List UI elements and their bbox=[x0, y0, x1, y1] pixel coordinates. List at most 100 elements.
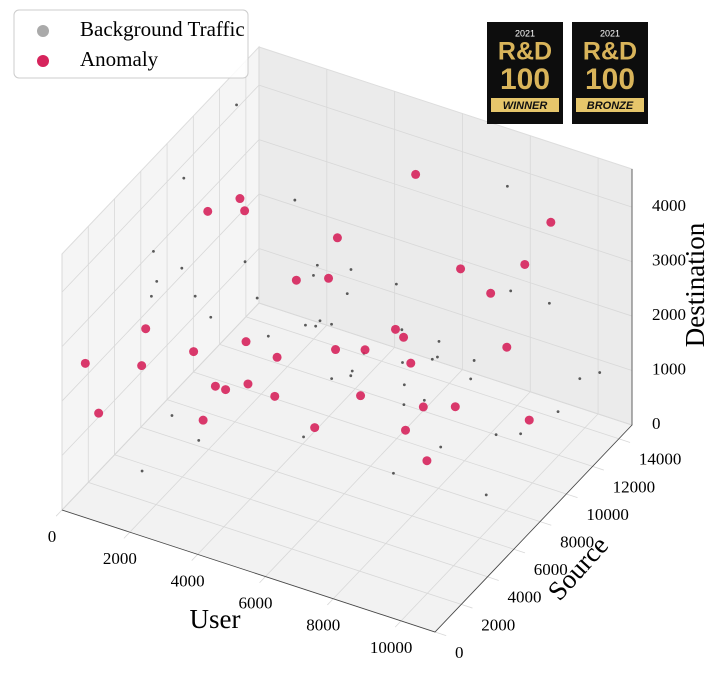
background-point bbox=[547, 301, 551, 305]
anomaly-point bbox=[399, 332, 409, 342]
anomaly-point bbox=[243, 379, 253, 389]
anomaly-point bbox=[486, 288, 496, 298]
grid-line bbox=[88, 482, 462, 605]
background-point bbox=[349, 374, 353, 378]
x-tick-label: 2000 bbox=[103, 549, 137, 568]
background-point bbox=[155, 279, 159, 283]
anomaly-point bbox=[241, 337, 251, 347]
y-tick-label: 12000 bbox=[613, 477, 656, 496]
badge-band bbox=[491, 98, 559, 112]
y-tick-label: 6000 bbox=[534, 560, 568, 579]
background-point bbox=[235, 103, 238, 107]
x-tick-label: 8000 bbox=[306, 616, 340, 635]
background-point bbox=[266, 334, 270, 338]
anomaly-point bbox=[203, 206, 213, 216]
anomaly-point bbox=[524, 415, 534, 425]
background-point bbox=[437, 339, 441, 343]
anomaly-point bbox=[270, 391, 280, 401]
legend-marker bbox=[37, 25, 49, 37]
background-point bbox=[519, 432, 523, 436]
background-point bbox=[180, 266, 184, 270]
anomaly-point bbox=[546, 217, 556, 227]
background-point bbox=[505, 184, 509, 188]
anomaly-point bbox=[210, 381, 220, 391]
anomaly-point bbox=[94, 408, 104, 418]
anomaly-point bbox=[418, 402, 428, 412]
background-point bbox=[509, 289, 513, 293]
grid-line bbox=[61, 302, 260, 511]
anomaly-point bbox=[324, 273, 334, 283]
grid-line bbox=[258, 84, 633, 208]
background-point bbox=[209, 315, 213, 319]
y-tick-label: 14000 bbox=[639, 450, 682, 469]
anomaly-point bbox=[356, 391, 366, 401]
tick-mark bbox=[513, 548, 526, 554]
tick-mark bbox=[327, 598, 334, 606]
anomaly-point bbox=[520, 259, 530, 269]
background-point bbox=[314, 324, 318, 328]
x-axis-title: User bbox=[190, 604, 241, 634]
grid-line bbox=[193, 371, 567, 495]
background-point bbox=[152, 249, 155, 253]
badge-year: 2021 bbox=[515, 28, 535, 38]
tick-mark bbox=[55, 509, 63, 517]
anomaly-point bbox=[422, 456, 432, 466]
background-point bbox=[556, 410, 560, 414]
anomaly-point bbox=[450, 402, 460, 412]
badge-title: R&D bbox=[498, 38, 552, 66]
anomaly-point bbox=[360, 345, 370, 355]
badge-number: 100 bbox=[585, 63, 635, 96]
tick-mark bbox=[487, 576, 499, 581]
background-point bbox=[170, 414, 174, 417]
tick-mark bbox=[618, 438, 631, 443]
anomaly-point bbox=[141, 324, 151, 334]
y-tick-label: 0 bbox=[455, 643, 464, 662]
tick-mark bbox=[434, 631, 447, 637]
background-point bbox=[140, 469, 144, 473]
x-tick-label: 10000 bbox=[370, 638, 413, 657]
badge-label: BRONZE bbox=[587, 100, 634, 112]
axis-line bbox=[61, 169, 633, 633]
grid-line bbox=[245, 316, 619, 440]
background-point bbox=[304, 323, 307, 327]
z-tick-label: 2000 bbox=[652, 305, 686, 324]
anomaly-point bbox=[406, 358, 416, 368]
background-point bbox=[193, 294, 197, 298]
badge-year: 2021 bbox=[600, 28, 620, 38]
grid-line bbox=[129, 324, 328, 533]
grid-line bbox=[61, 248, 260, 456]
badge-band bbox=[576, 98, 644, 112]
anomaly-point bbox=[310, 423, 320, 433]
grid-line bbox=[258, 139, 633, 262]
background-point bbox=[578, 377, 582, 381]
anomaly-point bbox=[80, 358, 90, 368]
anomaly-point bbox=[221, 385, 231, 395]
background-point bbox=[293, 198, 297, 202]
background-point bbox=[394, 282, 398, 286]
anomaly-point bbox=[390, 324, 400, 334]
background-point bbox=[598, 371, 602, 374]
grid-line bbox=[61, 139, 260, 347]
background-point bbox=[472, 359, 476, 362]
y-tick-label: 10000 bbox=[586, 505, 629, 524]
background-point bbox=[330, 322, 333, 326]
grid-line bbox=[140, 426, 514, 550]
z-tick-label: 3000 bbox=[652, 251, 686, 270]
z-tick-label: 4000 bbox=[652, 196, 686, 215]
legend-label: Anomaly bbox=[80, 47, 159, 71]
background-point bbox=[469, 377, 473, 381]
background-point bbox=[439, 445, 443, 449]
background-point bbox=[330, 377, 334, 381]
background-point bbox=[318, 319, 322, 323]
background-point bbox=[345, 292, 349, 296]
tick-mark bbox=[123, 531, 131, 539]
anomaly-point bbox=[272, 352, 282, 362]
anomaly-point bbox=[235, 194, 245, 204]
legend-marker bbox=[37, 55, 49, 67]
z-tick-label: 0 bbox=[652, 414, 661, 433]
anomaly-point bbox=[331, 345, 341, 355]
background-point bbox=[392, 471, 395, 475]
background-point bbox=[494, 433, 498, 437]
anomaly-point bbox=[502, 342, 512, 352]
